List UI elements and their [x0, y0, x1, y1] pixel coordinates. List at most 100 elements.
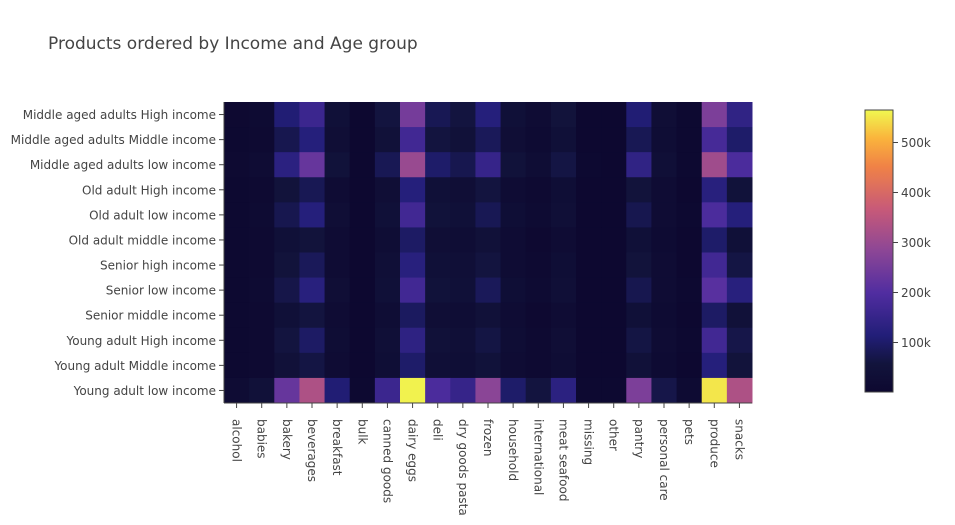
heatmap-cell [349, 352, 376, 379]
heatmap-cell [601, 252, 627, 279]
heatmap-cell [726, 277, 753, 304]
x-tick-label: pets [682, 419, 696, 445]
heatmap-cell [601, 277, 627, 304]
heatmap-cell [224, 352, 250, 379]
heatmap-cell [450, 177, 476, 203]
heatmap-cell [274, 202, 300, 228]
heatmap-cell [701, 202, 728, 228]
heatmap-cell [550, 352, 577, 379]
heatmap-cell [651, 277, 678, 304]
x-axis-tick-labels: alcohol babies bakery beverages breakfast bul… [230, 403, 746, 516]
heatmap-cell [324, 127, 351, 153]
heatmap-cell [500, 202, 527, 228]
heatmap-cell [374, 227, 401, 253]
heatmap-cell [349, 227, 376, 253]
x-tick-label: personal care [657, 419, 671, 501]
colorbar-tick-label: 400k [901, 186, 931, 200]
heatmap-cell [500, 352, 527, 379]
y-tick-label: Senior middle income [85, 309, 216, 323]
heatmap-cell [274, 252, 300, 279]
heatmap-cell [324, 377, 351, 404]
heatmap-cell [374, 127, 401, 153]
heatmap-cell [299, 277, 326, 304]
x-tick-label: breakfast [330, 419, 344, 476]
heatmap-cell [249, 302, 275, 329]
heatmap-cell [324, 177, 351, 203]
heatmap-cell [224, 127, 250, 153]
heatmap-cell [249, 177, 275, 203]
x-tick-label: missing [582, 419, 596, 465]
heatmap-cell [626, 102, 652, 128]
heatmap-cell [475, 252, 502, 279]
heatmap-cell [450, 152, 476, 178]
heatmap-cell [626, 177, 652, 203]
heatmap-cell [475, 202, 502, 228]
heatmap-cell [374, 202, 401, 228]
heatmap-cell [651, 327, 678, 354]
colorbar-tick-label: 300k [901, 236, 931, 250]
heatmap-cell [324, 277, 351, 304]
heatmap-cell [425, 127, 451, 153]
heatmap-cell [726, 377, 753, 404]
heatmap-cell [576, 202, 602, 228]
x-tick-label: snacks [732, 419, 746, 460]
heatmap-cell [274, 352, 300, 379]
heatmap-cell [525, 127, 552, 153]
heatmap-cell [299, 202, 326, 228]
heatmap-cell [601, 327, 627, 354]
heatmap-cell [550, 102, 577, 128]
heatmap-cell [626, 127, 652, 153]
heatmap-cell [550, 202, 577, 228]
x-tick-label: beverages [305, 419, 319, 482]
heatmap-cell [651, 252, 678, 279]
heatmap-cell [274, 302, 300, 329]
heatmap-cell [349, 202, 376, 228]
heatmap-cell [701, 352, 728, 379]
heatmap-cell [324, 327, 351, 354]
heatmap-cell [425, 177, 451, 203]
heatmap-cell [425, 302, 451, 329]
heatmap-cell [701, 102, 728, 128]
x-tick-label: deli [431, 419, 445, 441]
heatmap-cell [475, 377, 502, 404]
heatmap-cell [425, 352, 451, 379]
heatmap-cell [726, 327, 753, 354]
heatmap-cell [550, 152, 577, 178]
heatmap-cell [299, 127, 326, 153]
heatmap-cell [626, 352, 652, 379]
heatmap-cell [349, 252, 376, 279]
heatmap-cell [249, 327, 275, 354]
heatmap-cell [651, 302, 678, 329]
heatmap-cell [299, 377, 326, 404]
heatmap-cell [525, 302, 552, 329]
heatmap-cell [349, 377, 376, 404]
colorbar-tick-label: 200k [901, 286, 931, 300]
heatmap-cell [400, 102, 426, 128]
heatmap-cell [676, 327, 703, 354]
y-tick-label: Middle aged adults High income [23, 108, 216, 122]
heatmap-cell [299, 352, 326, 379]
heatmap-cell [651, 352, 678, 379]
heatmap-cell [500, 252, 527, 279]
heatmap-cell [701, 227, 728, 253]
heatmap-cell [224, 277, 250, 304]
heatmap-cell [576, 302, 602, 329]
heatmap-cell [224, 227, 250, 253]
heatmap-cell [224, 252, 250, 279]
heatmap-cell [626, 202, 652, 228]
heatmap-cell [425, 202, 451, 228]
heatmap-cell [274, 177, 300, 203]
heatmap-cell [726, 227, 753, 253]
x-tick-label: babies [255, 419, 269, 459]
heatmap-cell [576, 102, 602, 128]
heatmap-cell [224, 377, 250, 404]
heatmap-cell [374, 102, 401, 128]
heatmap-cell [324, 102, 351, 128]
heatmap-cell [525, 252, 552, 279]
heatmap-cell [676, 252, 703, 279]
heatmap-cell [475, 127, 502, 153]
heatmap-cell [374, 252, 401, 279]
heatmap-cell [601, 352, 627, 379]
heatmap-cell [349, 127, 376, 153]
